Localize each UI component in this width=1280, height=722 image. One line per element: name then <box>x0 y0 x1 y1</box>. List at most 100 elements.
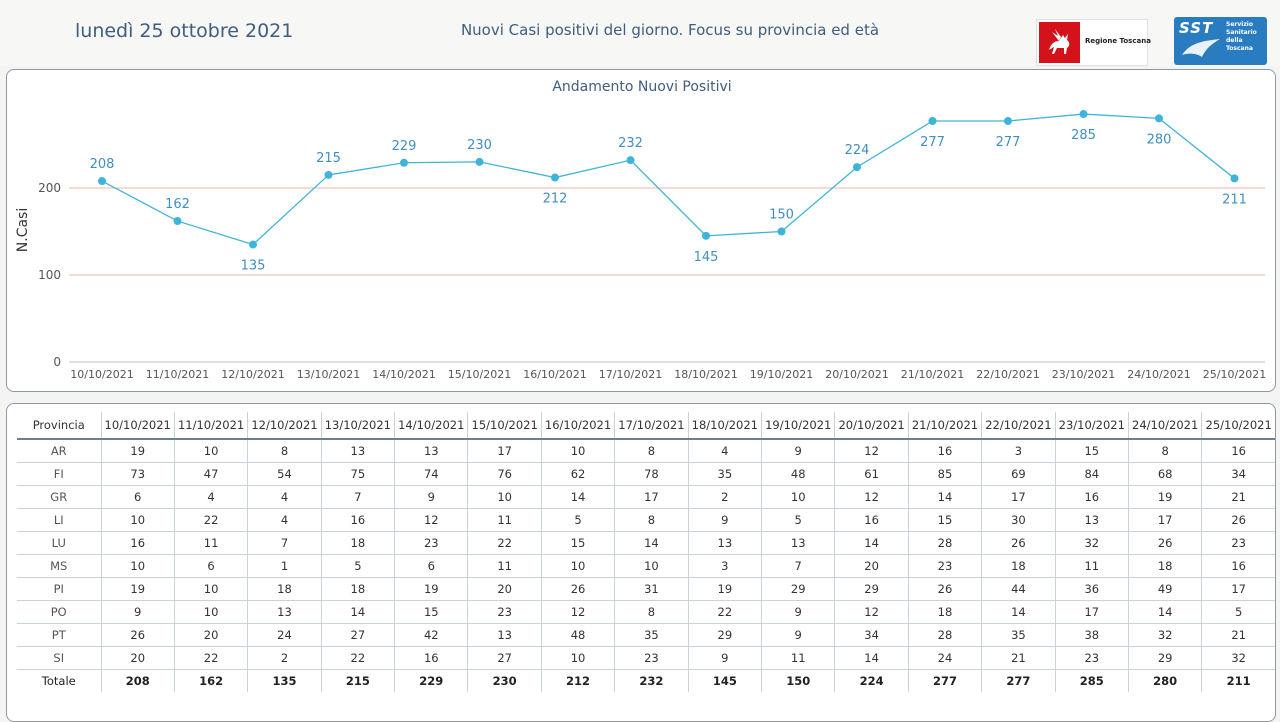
x-tick-label: 12/10/2021 <box>221 368 284 381</box>
x-tick-label: 10/10/2021 <box>70 368 133 381</box>
table-cell: 21 <box>1201 485 1275 509</box>
table-cell: 38 <box>1055 623 1129 647</box>
table-cell: 10 <box>174 577 249 601</box>
column-header-date: 10/10/2021 <box>101 412 175 440</box>
table-cell: 26 <box>908 577 983 601</box>
data-point <box>1079 110 1088 119</box>
table-cell: 15 <box>541 531 616 555</box>
table-cell: 9 <box>688 508 763 532</box>
column-header-date: 17/10/2021 <box>614 412 689 440</box>
table-cell: 47 <box>174 462 249 486</box>
table-cell: 7 <box>247 531 322 555</box>
table-cell: 18 <box>981 554 1056 578</box>
table-cell: 6 <box>101 485 175 509</box>
x-tick-label: 13/10/2021 <box>297 368 360 381</box>
table-cell: 23 <box>908 554 983 578</box>
table-cell: 85 <box>908 462 983 486</box>
table-cell: 69 <box>981 462 1056 486</box>
province-name: MS <box>17 554 102 578</box>
table-cell: 20 <box>101 646 175 670</box>
table-cell: 7 <box>321 485 396 509</box>
table-cell: 32 <box>1055 531 1129 555</box>
table-cell: 12 <box>541 600 616 624</box>
x-tick-label: 23/10/2021 <box>1052 368 1115 381</box>
table-cell: 14 <box>981 600 1056 624</box>
data-label: 232 <box>618 136 643 151</box>
table-cell: 34 <box>1201 462 1275 486</box>
table-cell: 162 <box>174 669 249 692</box>
sst-logo: SST Servizio Sanitario della Toscana <box>1174 17 1267 65</box>
table-cell: 145 <box>688 669 763 692</box>
table-cell: 24 <box>247 623 322 647</box>
data-point <box>173 217 182 226</box>
table-cell: 23 <box>1201 531 1275 555</box>
table-cell: 22 <box>467 531 542 555</box>
data-point <box>324 170 333 179</box>
data-label: 277 <box>920 135 945 150</box>
table-cell: 29 <box>688 623 763 647</box>
table-cell: 19 <box>101 439 175 463</box>
table-cell: 35 <box>614 623 689 647</box>
table-cell: 73 <box>101 462 175 486</box>
table-cell: 2 <box>247 646 322 670</box>
y-axis-label: N.Casi <box>15 208 31 252</box>
chart-title: Andamento Nuovi Positivi <box>552 79 732 95</box>
x-tick-label: 19/10/2021 <box>750 368 813 381</box>
table-cell: 44 <box>981 577 1056 601</box>
data-point <box>1230 174 1239 183</box>
table-cell: 22 <box>174 508 249 532</box>
table-cell: 5 <box>1201 600 1275 624</box>
table-cell: 9 <box>101 600 175 624</box>
table-cell: 30 <box>981 508 1056 532</box>
table-cell: 8 <box>614 508 689 532</box>
province-name: SI <box>17 646 102 670</box>
x-tick-label: 24/10/2021 <box>1127 368 1190 381</box>
table-cell: 230 <box>467 669 542 692</box>
table-row: LI 10 22 4 16 12 11 5 8 9 5 16 15 30 13 17 26 <box>17 508 1275 532</box>
table-cell: 224 <box>834 669 909 692</box>
table-cell: 8 <box>614 439 689 463</box>
table-cell: 23 <box>1055 646 1129 670</box>
table-cell: 15 <box>394 600 469 624</box>
table-cell: 78 <box>614 462 689 486</box>
table-cell: 14 <box>1128 600 1203 624</box>
province-name: GR <box>17 485 102 509</box>
province-name: LI <box>17 508 102 532</box>
table-cell: 2 <box>688 485 763 509</box>
column-header-date: 20/10/2021 <box>834 412 909 440</box>
table-cell: 19 <box>688 577 763 601</box>
data-point <box>853 163 861 172</box>
table-cell: 20 <box>467 577 542 601</box>
line-chart: 0 100 200 N.Casi 10/10/2021 11/10/2021 12/10/2… <box>15 110 1266 381</box>
table-cell: 49 <box>1128 577 1203 601</box>
table-cell: 28 <box>908 623 983 647</box>
data-point <box>475 157 484 166</box>
table-cell: 280 <box>1128 669 1203 692</box>
table-cell: 285 <box>1055 669 1129 692</box>
table-cell: 14 <box>321 600 396 624</box>
table-cell: 12 <box>834 600 909 624</box>
province-name: AR <box>17 439 102 463</box>
table-cell: 22 <box>321 646 396 670</box>
table-cell: 32 <box>1128 623 1203 647</box>
table-cell: 3 <box>981 439 1056 463</box>
x-tick-label: 22/10/2021 <box>976 368 1039 381</box>
table-cell: 74 <box>394 462 469 486</box>
data-label: 280 <box>1147 132 1172 147</box>
table-cell: 17 <box>1201 577 1275 601</box>
x-tick-label: 16/10/2021 <box>523 368 586 381</box>
table-cell: 26 <box>1128 531 1203 555</box>
column-header-date: 21/10/2021 <box>908 412 983 440</box>
table-cell: 18 <box>1128 554 1203 578</box>
table-cell: 17 <box>614 485 689 509</box>
table-cell: 15 <box>908 508 983 532</box>
table-cell: 36 <box>1055 577 1129 601</box>
table-cell: 26 <box>541 577 616 601</box>
table-cell: 8 <box>614 600 689 624</box>
table-cell: 19 <box>394 577 469 601</box>
table-cell: 15 <box>1055 439 1129 463</box>
table-cell: 229 <box>394 669 469 692</box>
table-cell: 27 <box>467 646 542 670</box>
data-point <box>400 158 408 167</box>
data-label: 212 <box>543 192 568 207</box>
